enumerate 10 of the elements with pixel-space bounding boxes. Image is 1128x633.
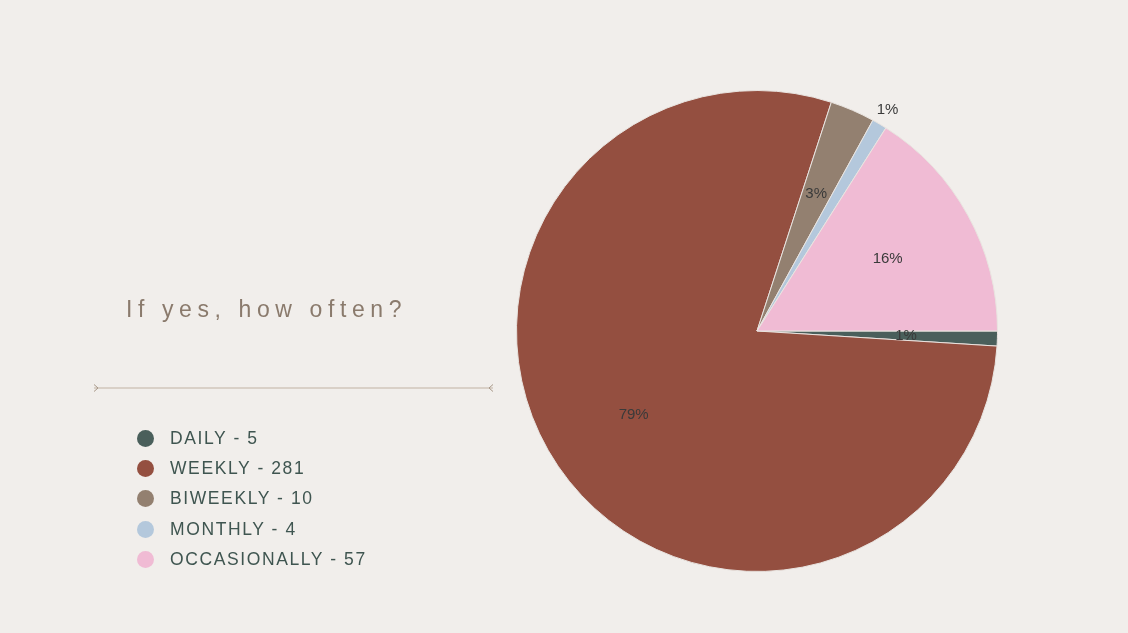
text: If yes, how often? [126,296,408,323]
legend-label: WEEKLY - 281 [170,458,306,480]
legend-label: OCCASIONALLY - 57 [170,549,367,571]
data-label: 16% [872,249,903,267]
legend-label: DAILY - 5 [170,427,259,449]
legend-label: MONTHLY - 4 [170,518,297,540]
data-label: 3% [805,184,828,202]
legend-label: BIWEEKLY - 10 [170,488,314,510]
data-label: 1% [876,100,899,118]
data-label: 79% [618,404,649,422]
